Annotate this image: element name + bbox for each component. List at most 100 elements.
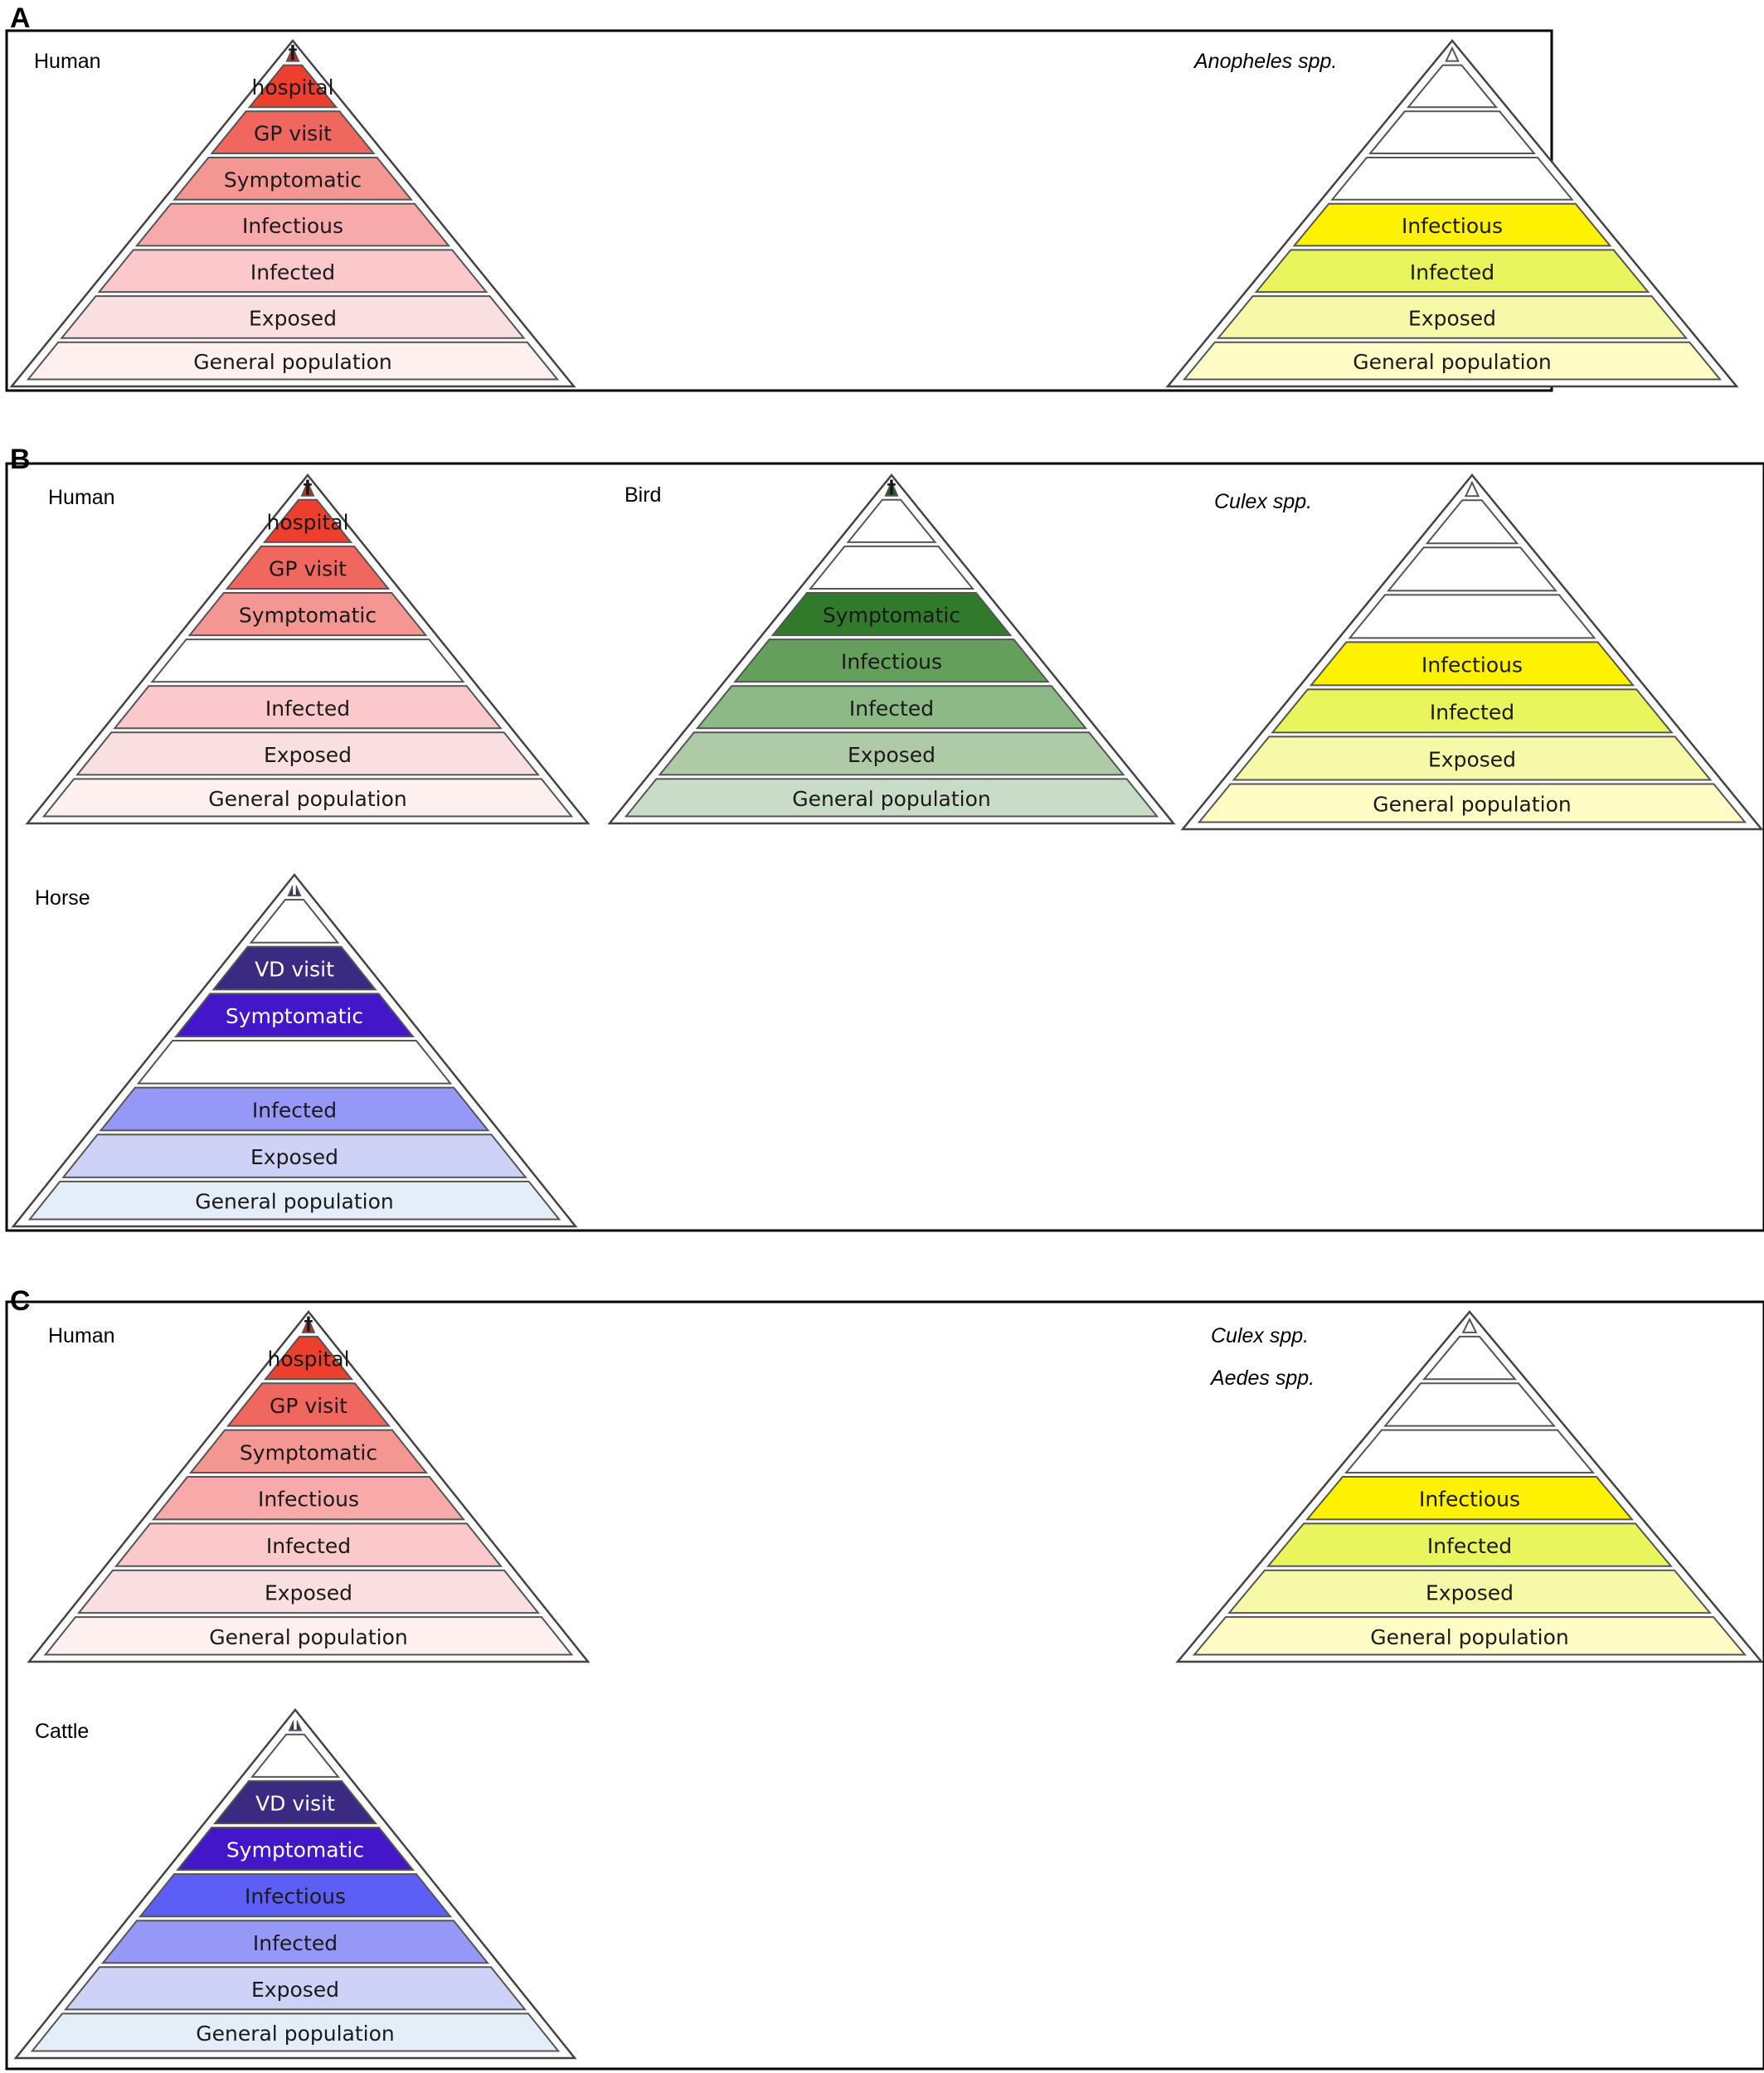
panel-c: C Human General population Exposed Infected I… [5, 1285, 1764, 2071]
band-general-population [30, 2012, 561, 2052]
band-gp-visit [226, 1382, 391, 1427]
band-symptomatic [174, 993, 415, 1037]
band-blank [250, 1733, 340, 1778]
band-vd-visit [211, 945, 377, 991]
band-label: Exposed [265, 1580, 352, 1605]
band-infected [1271, 688, 1674, 734]
panel-frame [5, 1300, 1764, 2071]
band-infectious [1305, 1476, 1634, 1521]
pyramid-human: Human General population Exposed Infected In… [27, 1309, 590, 1663]
band-hospital [247, 64, 338, 109]
species-label: Human [48, 1324, 115, 1347]
apex-death [301, 1317, 316, 1333]
band-general-population [624, 778, 1159, 818]
band-blank [1387, 546, 1557, 592]
band-label: Symptomatic [240, 1440, 377, 1464]
band-label: General population [1353, 350, 1552, 374]
band-label: General population [208, 787, 407, 811]
death-dagger-icon: † [290, 877, 299, 898]
band-label: hospital [251, 75, 333, 100]
band-label: Exposed [1426, 1580, 1514, 1605]
band-infected [1266, 1522, 1674, 1567]
band-infectious [138, 1873, 453, 1918]
death-dagger-icon: † [887, 478, 897, 498]
band-label: Exposed [250, 1145, 338, 1169]
band-exposed [1227, 1569, 1713, 1614]
band-label: Infectious [1419, 1488, 1520, 1512]
band-general-population [1192, 1616, 1747, 1656]
band-label: Exposed [848, 743, 935, 767]
species-label: Culex spp. [1214, 490, 1312, 513]
band-label: Infected [1427, 1534, 1512, 1558]
band-blank [136, 1039, 453, 1085]
pyramid-bird: Bird General population Exposed Infected Inf… [607, 473, 1176, 825]
band-general-population [1182, 341, 1723, 381]
band-label: Symptomatic [226, 1004, 363, 1028]
band-blank [1383, 1382, 1556, 1427]
band-label: GP visit [269, 556, 347, 580]
band-label: Infected [849, 697, 934, 721]
band-label: Infectious [242, 214, 343, 238]
death-dagger-icon: † [304, 478, 313, 498]
pyramid-culex-spp: Culex spp. Aedes spp. General population Ex… [1175, 1310, 1764, 1663]
band-exposed [63, 1966, 527, 2011]
species-label: Horse [35, 886, 90, 910]
band-infected [695, 685, 1088, 730]
band-gp-visit [225, 545, 391, 590]
pyramid-human: Human General population Exposed Infected Sy… [25, 473, 590, 825]
band-symptomatic [188, 1429, 429, 1474]
band-blank [1330, 157, 1574, 201]
band-label: Infectious [1402, 214, 1503, 238]
band-infected [100, 1920, 490, 1964]
band-label: Infected [266, 1534, 351, 1558]
band-blank [846, 498, 937, 543]
band-blank [1422, 1335, 1517, 1381]
panel-a: A Human General population Exposed Infected I… [5, 2, 1739, 392]
band-label: hospital [266, 510, 348, 534]
panel-frame [5, 462, 1764, 1232]
band-infected [113, 685, 503, 730]
species-label: Human [34, 50, 101, 73]
band-infected [1254, 249, 1650, 294]
band-label: GP visit [270, 1394, 347, 1418]
band-blank [1344, 1429, 1595, 1474]
pyramid-human: Human General population Exposed Infected In… [9, 39, 576, 388]
pyramid-anopheles-spp: Anopheles spp. General population Exposed I… [1165, 39, 1739, 388]
band-exposed [658, 731, 1125, 776]
band-general-population [27, 1180, 561, 1221]
apex-death [288, 1715, 303, 1731]
pyramid-culex-spp: Culex spp. General population Exposed Infec… [1180, 473, 1764, 831]
band-exposed [76, 1569, 541, 1614]
band-infectious [134, 202, 451, 247]
band-exposed [1216, 295, 1689, 339]
band-label: Infectious [1421, 653, 1523, 677]
apex-death [285, 46, 300, 62]
band-label: Exposed [251, 1978, 339, 2002]
apex-death [1461, 1317, 1478, 1333]
species-label-secondary: Aedes spp. [1209, 1367, 1314, 1390]
band-gp-visit [210, 110, 376, 155]
panel-letter: C [10, 1285, 31, 1317]
band-symptomatic [187, 592, 428, 637]
band-blank [1425, 499, 1519, 545]
band-label: Exposed [264, 743, 352, 767]
band-label: Infectious [245, 1885, 346, 1909]
apex-death [300, 480, 315, 497]
band-general-population [26, 341, 560, 381]
band-label: Infected [253, 1931, 338, 1955]
band-label: VD visit [255, 1791, 335, 1815]
band-exposed [60, 295, 526, 339]
panel-letter: A [10, 2, 31, 34]
band-exposed [1232, 736, 1713, 781]
band-label: Infected [1410, 260, 1494, 284]
death-dagger-icon: † [304, 1314, 313, 1335]
pyramid-cattle: Cattle General population Exposed Infected I… [13, 1708, 577, 2060]
band-label: Infected [250, 260, 335, 284]
species-label: Culex spp. [1211, 1324, 1309, 1347]
band-symptomatic [175, 1827, 415, 1872]
band-label: General population [195, 1190, 394, 1214]
band-label: Symptomatic [226, 1838, 364, 1862]
